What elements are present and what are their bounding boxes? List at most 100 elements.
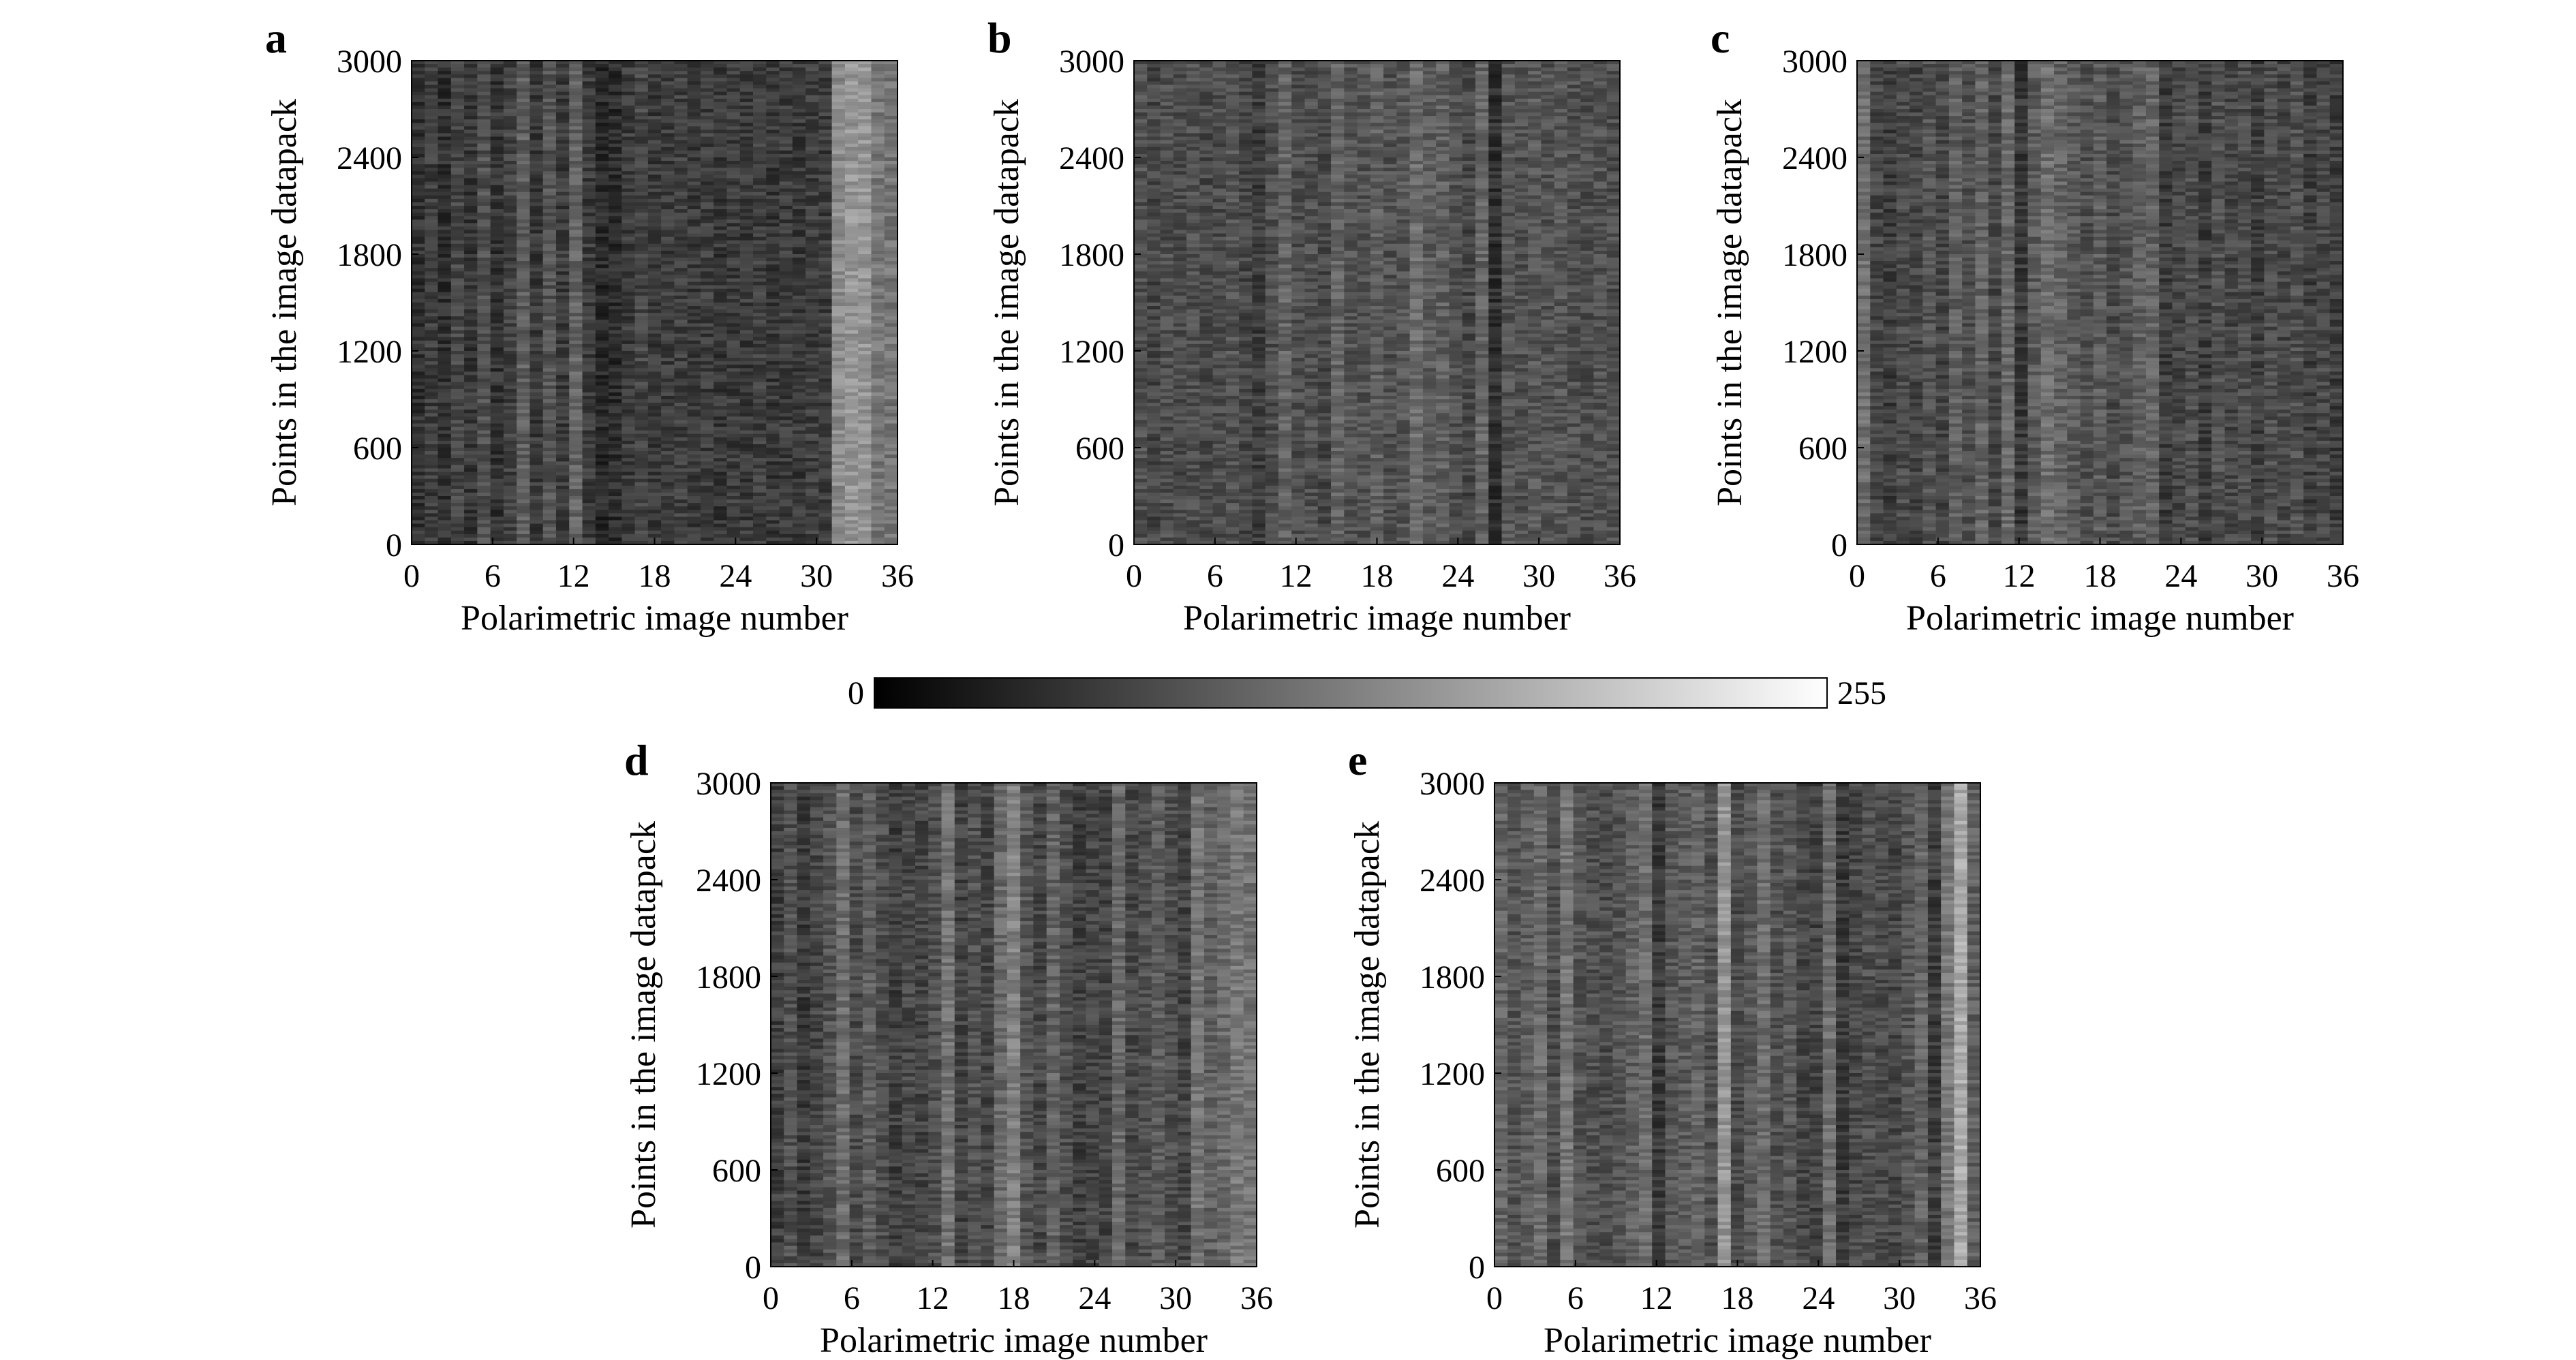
heatmap-cell	[688, 89, 701, 93]
heatmap-cell	[674, 192, 688, 196]
heatmap-cell	[517, 413, 530, 417]
heatmap-cell	[766, 171, 780, 175]
heatmap-cell	[517, 213, 530, 217]
heatmap-cell	[701, 64, 714, 68]
heatmap-cell	[726, 527, 740, 531]
heatmap-cell	[556, 140, 570, 144]
heatmap-cell	[517, 386, 530, 390]
heatmap-cell	[477, 330, 491, 335]
heatmap-cell	[832, 182, 846, 186]
heatmap-cell	[661, 292, 675, 296]
heatmap-cell	[726, 392, 740, 397]
heatmap-cell	[504, 406, 517, 410]
heatmap-cell	[504, 451, 517, 455]
heatmap-cell	[504, 420, 517, 424]
heatmap-cell	[845, 320, 859, 324]
heatmap-cell	[714, 234, 727, 238]
heatmap-cell	[832, 289, 846, 293]
heatmap-cell	[438, 102, 452, 106]
heatmap-cell	[858, 434, 872, 438]
heatmap-cell	[753, 213, 767, 217]
heatmap-cell	[609, 192, 622, 196]
heatmap-cell	[609, 140, 622, 144]
heatmap-column	[425, 61, 438, 545]
heatmap-cell	[609, 524, 622, 528]
heatmap-cell	[425, 213, 438, 217]
heatmap-cell	[425, 230, 438, 234]
heatmap-cell	[556, 164, 570, 168]
heatmap-cell	[793, 196, 806, 200]
heatmap-cell	[793, 420, 806, 424]
heatmap-cell	[688, 85, 701, 89]
heatmap-cell	[596, 365, 609, 369]
heatmap-cell	[726, 140, 740, 144]
heatmap-cell	[556, 185, 570, 189]
heatmap-cell	[726, 271, 740, 275]
heatmap-cell	[517, 292, 530, 296]
heatmap-cell	[543, 368, 557, 372]
heatmap-cell	[832, 99, 846, 103]
heatmap-cell	[793, 67, 806, 72]
heatmap-cell	[740, 499, 754, 504]
heatmap-cell	[425, 303, 438, 307]
heatmap-cell	[726, 316, 740, 320]
heatmap-cell	[477, 282, 491, 286]
heatmap-cell	[504, 409, 517, 414]
heatmap-cell	[543, 351, 557, 355]
heatmap-cell	[858, 199, 872, 203]
heatmap-cell	[766, 244, 780, 248]
heatmap-cell	[569, 396, 583, 400]
heatmap-cell	[556, 479, 570, 483]
heatmap-cell	[491, 396, 504, 400]
heatmap-cell	[517, 334, 530, 338]
heatmap-cell	[530, 323, 543, 327]
heatmap-cell	[556, 134, 570, 138]
heatmap-cell	[714, 538, 727, 542]
heatmap-cell	[556, 306, 570, 310]
heatmap-cell	[583, 102, 596, 106]
heatmap-cell	[517, 420, 530, 424]
heatmap-cell	[635, 506, 649, 510]
heatmap-cell	[451, 109, 465, 113]
heatmap-cell	[425, 316, 438, 320]
heatmap-cell	[622, 192, 635, 196]
heatmap-cell	[504, 482, 517, 486]
heatmap-cell	[818, 92, 832, 96]
heatmap-cell	[477, 126, 491, 130]
heatmap-cell	[438, 510, 452, 514]
heatmap-column	[806, 61, 819, 545]
heatmap-cell	[491, 268, 504, 272]
heatmap-cell	[438, 538, 452, 542]
heatmap-cell	[740, 234, 754, 238]
heatmap-cell	[412, 202, 425, 206]
heatmap-cell	[464, 424, 478, 428]
heatmap-cell	[845, 241, 859, 245]
heatmap-cell	[793, 279, 806, 283]
heatmap-cell	[517, 209, 530, 213]
heatmap-cell	[556, 416, 570, 420]
heatmap-cell	[504, 219, 517, 223]
heatmap-cell	[464, 78, 478, 82]
heatmap-cell	[753, 420, 767, 424]
heatmap-cell	[661, 213, 675, 217]
heatmap-cell	[609, 316, 622, 320]
heatmap-cell	[871, 261, 885, 265]
heatmap-cell	[661, 154, 675, 158]
heatmap-cell	[753, 299, 767, 303]
heatmap-cell	[648, 361, 662, 365]
heatmap-cell	[753, 399, 767, 403]
heatmap-cell	[780, 67, 793, 72]
heatmap-cell	[780, 202, 793, 206]
heatmap-cell	[648, 379, 662, 383]
heatmap-cell	[806, 234, 819, 238]
heatmap-cell	[412, 434, 425, 438]
heatmap-cell	[596, 313, 609, 317]
heatmap-cell	[635, 382, 649, 386]
heatmap-cell	[858, 134, 872, 138]
heatmap-cell	[504, 382, 517, 386]
heatmap-cell	[635, 368, 649, 372]
heatmap-cell	[517, 244, 530, 248]
heatmap-cell	[569, 510, 583, 514]
heatmap-cell	[609, 409, 622, 414]
heatmap-cell	[766, 164, 780, 168]
